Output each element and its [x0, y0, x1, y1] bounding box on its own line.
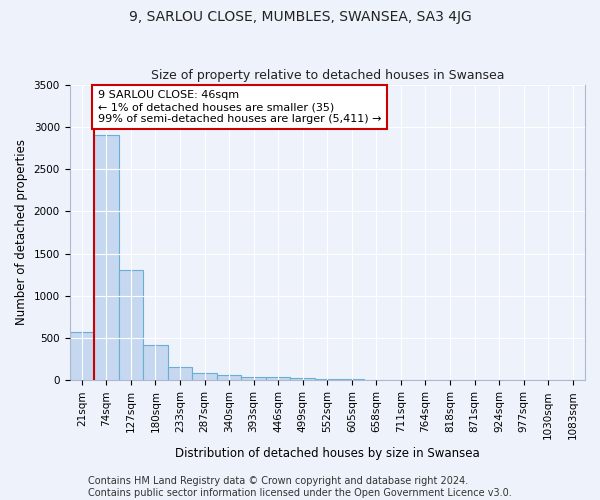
Bar: [70, 332, 94, 380]
Bar: [168, 367, 192, 380]
Y-axis label: Number of detached properties: Number of detached properties: [15, 140, 28, 326]
Title: Size of property relative to detached houses in Swansea: Size of property relative to detached ho…: [151, 69, 504, 82]
Bar: [143, 346, 168, 380]
Text: Contains HM Land Registry data © Crown copyright and database right 2024.
Contai: Contains HM Land Registry data © Crown c…: [88, 476, 512, 498]
Bar: [94, 136, 119, 380]
Bar: [241, 376, 266, 380]
Bar: [192, 372, 217, 380]
Bar: [217, 375, 241, 380]
Text: 9 SARLOU CLOSE: 46sqm
← 1% of detached houses are smaller (35)
99% of semi-detac: 9 SARLOU CLOSE: 46sqm ← 1% of detached h…: [98, 90, 381, 124]
Bar: [266, 378, 290, 380]
Bar: [290, 378, 315, 380]
Text: 9, SARLOU CLOSE, MUMBLES, SWANSEA, SA3 4JG: 9, SARLOU CLOSE, MUMBLES, SWANSEA, SA3 4…: [128, 10, 472, 24]
Bar: [119, 270, 143, 380]
X-axis label: Distribution of detached houses by size in Swansea: Distribution of detached houses by size …: [175, 447, 479, 460]
Bar: [315, 379, 340, 380]
